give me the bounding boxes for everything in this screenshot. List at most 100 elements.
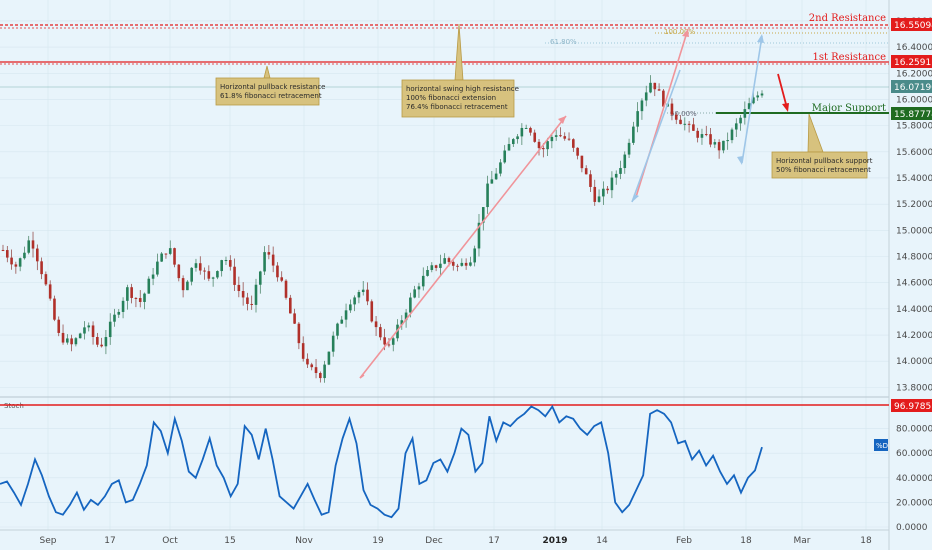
date-tick-label: Oct — [162, 536, 178, 546]
fib-50-label: 50.00% — [670, 110, 697, 118]
candle-body — [113, 314, 116, 322]
candle-body — [310, 364, 314, 368]
blue-arrowhead-low — [632, 194, 639, 202]
candle-body — [516, 136, 519, 140]
candle-body — [503, 150, 507, 163]
price-tag-bg — [891, 18, 932, 31]
candle-body — [293, 313, 296, 324]
candle-body — [138, 298, 142, 302]
stoch-level-tag-bg — [891, 399, 932, 412]
date-tick-label: 18 — [740, 536, 752, 546]
candle-body — [220, 260, 223, 272]
date-tick-label: Dec — [425, 536, 442, 546]
blue-swing-up-2 — [741, 35, 763, 164]
annotation-box — [401, 79, 515, 118]
swing-up-arrow — [359, 115, 567, 379]
candle-body — [649, 82, 652, 93]
candle-body — [546, 141, 549, 150]
candle-body — [524, 127, 528, 129]
candle-body — [336, 323, 339, 336]
candle-body — [1, 249, 5, 251]
stoch-d-line — [0, 404, 763, 519]
candle-body — [314, 367, 318, 373]
fib-100-label: 100.00% — [664, 28, 695, 36]
candle-body — [203, 270, 206, 272]
candle-body — [284, 280, 288, 298]
candle-body — [87, 325, 91, 328]
price-tag-value: 16.25917 — [894, 58, 932, 68]
price-tick-label: 14.80000 — [896, 253, 932, 263]
candle-body — [177, 264, 181, 279]
candle-body — [370, 301, 374, 322]
candle-body — [36, 248, 39, 262]
candle-body — [421, 275, 425, 287]
price-tag-current: 16.07190 — [891, 80, 932, 93]
price-tag-second-resistance: 16.55094 — [891, 18, 932, 31]
candle-body — [258, 271, 262, 285]
candle-body — [529, 127, 532, 133]
candle-body — [126, 287, 129, 301]
candle-body — [241, 291, 245, 298]
candle-body — [228, 260, 232, 267]
candle-body — [198, 263, 202, 271]
candle-body — [580, 155, 584, 169]
candle-body — [636, 111, 639, 127]
candle-body — [117, 311, 121, 315]
candle-body — [627, 142, 631, 155]
date-tick-label: Nov — [295, 536, 313, 546]
price-tick-label: 15.40000 — [896, 174, 932, 184]
candle-body — [640, 100, 644, 112]
candle-body — [713, 142, 717, 145]
candle-body — [340, 319, 344, 324]
price-tag-value: 15.87774 — [894, 110, 932, 120]
candle-body — [344, 310, 348, 320]
candle-body — [439, 263, 442, 268]
annotation-line: 61.8% fibonacci retracement — [220, 92, 322, 100]
price-tick-label: 13.80000 — [896, 383, 932, 393]
date-tick-label: 15 — [224, 536, 235, 546]
candle-body — [366, 289, 369, 302]
candle-body — [683, 123, 687, 125]
date-tick-label: Sep — [40, 536, 57, 546]
candle-body — [507, 144, 511, 151]
candle-body — [657, 89, 661, 91]
candle-body — [297, 323, 301, 344]
price-tag-value: 16.55094 — [894, 21, 932, 31]
stoch-legend-bg — [874, 439, 888, 451]
date-tick-label: Mar — [794, 536, 811, 546]
candle-body — [18, 258, 22, 267]
price-tick-label: 16.40000 — [896, 43, 932, 53]
candle-body — [357, 292, 361, 298]
candle-body — [91, 325, 95, 337]
candle-body — [739, 117, 742, 124]
candle-body — [361, 289, 365, 293]
candle-body — [143, 293, 146, 302]
candle-body — [156, 261, 159, 275]
stoch-level-tag: 96.9785 — [891, 399, 932, 412]
candle-body — [70, 338, 73, 345]
candle-body — [704, 134, 708, 136]
candle-body — [254, 284, 258, 305]
candle-body — [66, 338, 69, 343]
candle-body — [400, 320, 404, 325]
candle-body — [40, 261, 43, 275]
stoch-legend-tag: %D — [874, 439, 888, 451]
swing-up-tail — [359, 374, 365, 379]
candle-body — [619, 168, 622, 174]
candle-body — [194, 263, 198, 268]
annotation-line: horizontal swing high resistance — [406, 85, 519, 93]
candle-body — [434, 265, 438, 268]
blue-arrowhead-low-2 — [737, 156, 743, 165]
candle-body — [700, 134, 704, 138]
red-projection-arrow — [777, 73, 788, 109]
candle-body — [481, 207, 485, 223]
candle-body — [5, 250, 9, 258]
swing-up-arrowhead-2 — [682, 29, 689, 37]
annotation-line: Horizontal pullback resistance — [220, 83, 326, 91]
candle-body — [96, 336, 99, 345]
candle-body — [53, 298, 56, 320]
stoch-tick-label: 60.0000 — [896, 449, 932, 459]
candle-body — [722, 140, 725, 151]
annotation-line: 100% fibonacci extension — [406, 94, 496, 102]
